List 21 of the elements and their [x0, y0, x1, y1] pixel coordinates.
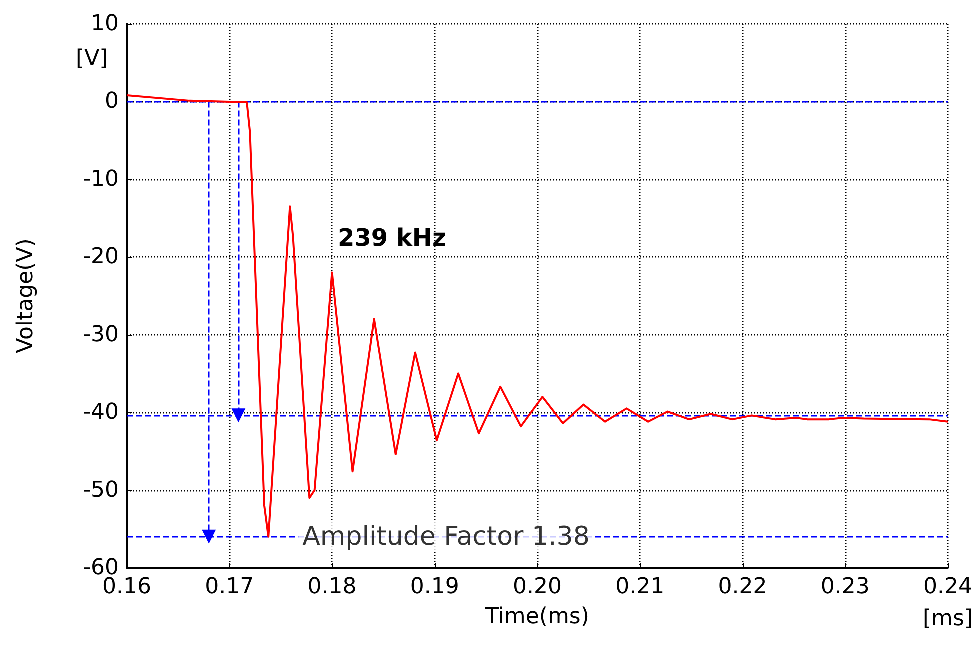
x-tick-label: 0.24 — [924, 574, 972, 600]
x-tick-label: 0.19 — [410, 574, 460, 600]
annotation: 239 kHz — [338, 224, 446, 252]
x-tick-label: 0.20 — [513, 574, 562, 600]
text: [ms] — [922, 606, 974, 632]
y-tick-label: -30 — [83, 322, 119, 348]
x-tick-label: 0.23 — [820, 574, 870, 600]
annotation: Amplitude Factor 1.38 — [302, 522, 590, 552]
x-tick-label: 0.22 — [718, 574, 768, 600]
x-tick-label: 0.21 — [616, 574, 665, 600]
y-tick-label: -40 — [83, 400, 119, 426]
y-tick-label: -10 — [83, 166, 119, 192]
x-tick-label: 0.17 — [205, 574, 254, 600]
y-tick-label: -50 — [83, 478, 119, 503]
x-tick-label: 0.18 — [308, 574, 357, 600]
y-tick-label: 10 — [91, 12, 119, 36]
y-tick-label: 0 — [105, 89, 119, 114]
y-tick-label: -20 — [83, 244, 119, 270]
y-axis-title: Voltage(V) — [14, 238, 38, 354]
x-axis-title: Time(ms) — [484, 604, 590, 630]
text: [V] — [76, 46, 108, 72]
